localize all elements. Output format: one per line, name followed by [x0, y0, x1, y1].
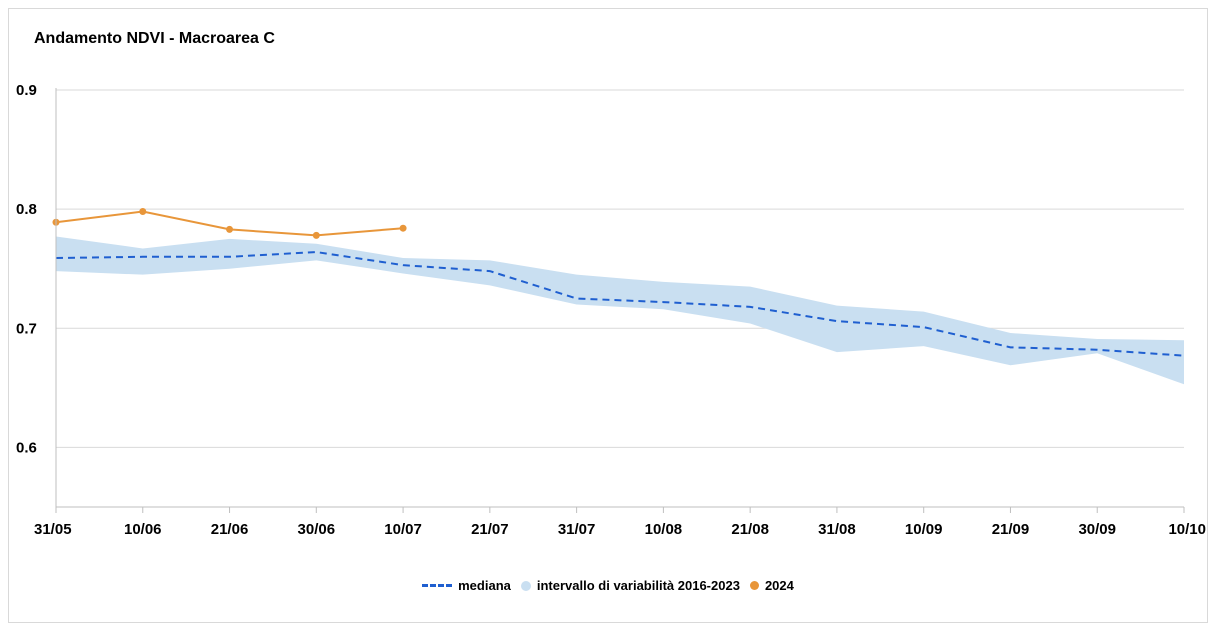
x-tick-label: 10/09 [905, 521, 943, 538]
legend-label-mediana: mediana [458, 578, 511, 593]
y-tick-label: 0.9 [16, 82, 37, 99]
x-tick-label: 31/07 [558, 521, 596, 538]
x-tick-label: 21/09 [992, 521, 1030, 538]
x-tick-label: 21/07 [471, 521, 509, 538]
y-tick-label: 0.7 [16, 320, 37, 337]
x-tick-label: 10/06 [124, 521, 162, 538]
x-tick-label: 30/06 [298, 521, 336, 538]
chart-title: Andamento NDVI - Macroarea C [34, 30, 275, 47]
legend-item-mediana: mediana [422, 578, 511, 593]
x-tick-label: 10/07 [384, 521, 422, 538]
legend-swatch-dashed [422, 584, 453, 587]
series-band-intervallo [56, 236, 1184, 385]
legend-swatch-band [520, 580, 531, 591]
x-tick-label: 10/08 [645, 521, 683, 538]
point-2024 [312, 231, 320, 239]
x-tick-label: 10/10 [1168, 521, 1206, 538]
legend-item-band: intervallo di variabilità 2016-2023 [520, 578, 740, 593]
x-tick-label: 31/05 [34, 521, 72, 538]
y-tick-label: 0.8 [16, 201, 37, 218]
chart-frame [8, 8, 1208, 623]
x-tick-label: 21/08 [731, 521, 769, 538]
legend-label-2024: 2024 [764, 578, 794, 593]
point-2024 [226, 225, 234, 233]
chart-legend: mediana intervallo di variabilità 2016-2… [0, 578, 1216, 593]
y-tick-label: 0.6 [16, 439, 37, 456]
series-line-mediana [55, 251, 1185, 357]
legend-item-2024: 2024 [749, 578, 794, 593]
x-tick-label: 21/06 [211, 521, 249, 538]
legend-label-band: intervallo di variabilità 2016-2023 [536, 578, 740, 593]
point-2024 [139, 208, 147, 216]
x-tick-label: 30/09 [1078, 521, 1116, 538]
legend-swatch-dot [749, 581, 759, 590]
x-tick-label: 31/08 [818, 521, 856, 538]
point-2024 [399, 224, 407, 232]
